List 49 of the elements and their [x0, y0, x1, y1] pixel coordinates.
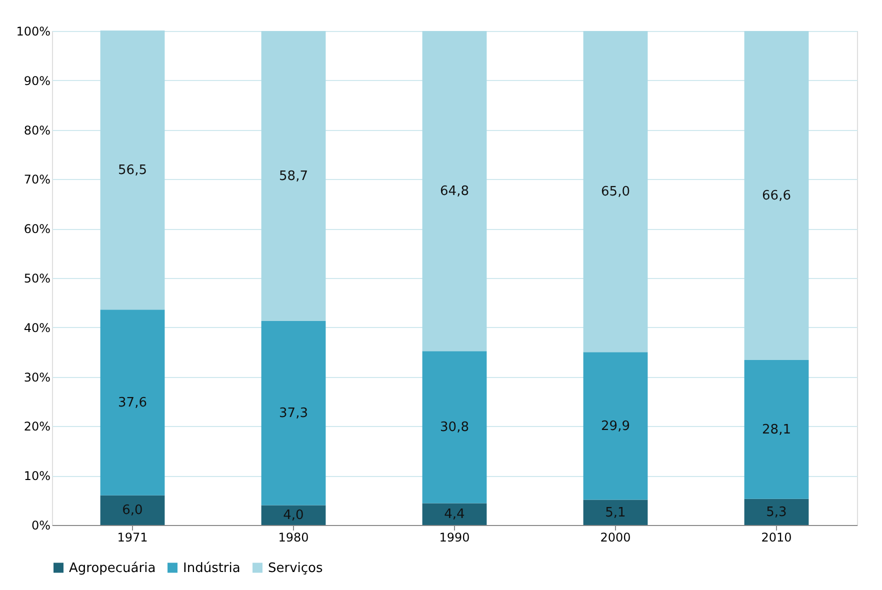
- y-tick-label: 10%: [24, 469, 50, 484]
- bar: [744, 360, 809, 499]
- bar: [261, 31, 326, 321]
- y-tick-label: 40%: [24, 320, 50, 335]
- bar: [583, 500, 648, 525]
- bar: [583, 31, 648, 352]
- legend-label: Serviços: [268, 560, 323, 576]
- bar: [422, 351, 487, 504]
- data-label: 64,8: [440, 184, 469, 200]
- bar: [100, 310, 165, 496]
- bar: [261, 505, 326, 525]
- data-label: 56,5: [118, 163, 147, 178]
- bar: [583, 352, 648, 500]
- y-tick-label: 50%: [24, 272, 50, 286]
- data-label: 5,3: [766, 504, 787, 520]
- legend-label: Agropecuária: [69, 560, 156, 576]
- data-label: 4,4: [444, 507, 465, 522]
- y-tick-label: 90%: [24, 74, 50, 88]
- bar: [422, 31, 487, 352]
- bar: [422, 503, 487, 525]
- x-tick-label: 2010: [761, 530, 792, 544]
- data-label: 37,6: [118, 395, 147, 410]
- data-label: 29,9: [601, 418, 630, 434]
- data-label: 30,8: [440, 420, 469, 436]
- y-tick-label: 70%: [24, 172, 50, 187]
- data-label: 66,6: [762, 188, 791, 204]
- data-label: 65,0: [601, 184, 630, 200]
- data-label: 4,0: [283, 508, 304, 524]
- bar: [100, 495, 165, 525]
- bar: [261, 320, 326, 506]
- data-label: 6,0: [122, 503, 143, 518]
- y-tick-label: 100%: [16, 24, 50, 38]
- bar: [100, 30, 165, 310]
- data-label: 58,7: [279, 168, 308, 184]
- y-tick-label: 80%: [24, 123, 50, 138]
- x-tick-label: 1980: [278, 530, 309, 544]
- bar: [744, 498, 809, 525]
- y-tick-label: 60%: [24, 222, 50, 236]
- data-label: 28,1: [762, 422, 791, 438]
- y-tick-label: 30%: [24, 370, 50, 384]
- data-label: 5,1: [605, 505, 626, 520]
- bar: [744, 31, 809, 360]
- x-tick-label: 1990: [439, 530, 470, 544]
- x-tick-label: 1971: [117, 530, 148, 544]
- y-tick-label: 0%: [31, 518, 50, 532]
- x-tick-label: 2000: [600, 530, 631, 544]
- legend-label: Indústria: [183, 560, 240, 576]
- y-tick-label: 20%: [24, 420, 50, 434]
- data-label: 37,3: [279, 406, 308, 422]
